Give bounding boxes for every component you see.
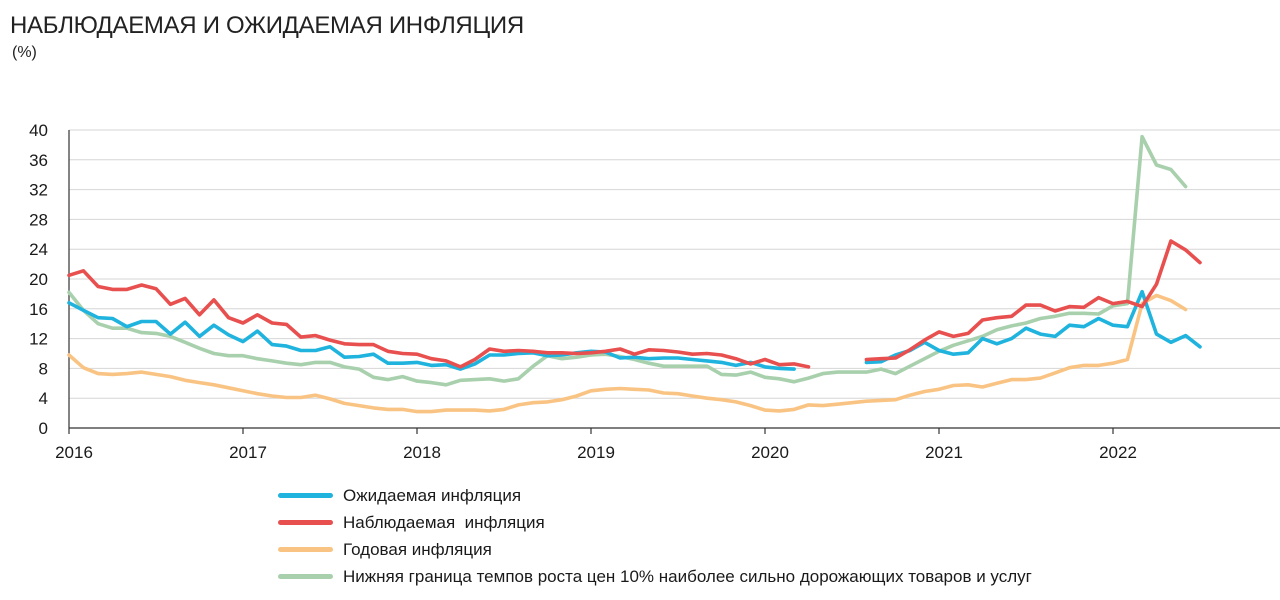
grid-lines <box>69 129 1280 399</box>
y-tick-label: 8 <box>39 359 48 378</box>
chart-title: НАБЛЮДАЕМАЯ И ОЖИДАЕМАЯ ИНФЛЯЦИЯ <box>10 12 524 39</box>
legend-swatch-lower-bound <box>278 574 333 579</box>
legend-item-annual: Годовая инфляция <box>278 536 1032 563</box>
y-tick-label: 0 <box>39 419 48 438</box>
y-tick-label: 12 <box>29 330 48 349</box>
x-tick-label: 2019 <box>577 443 615 462</box>
series-line-1-segment-0 <box>67 269 811 369</box>
y-tick-label: 24 <box>29 240 48 259</box>
x-tick-label: 2021 <box>925 443 963 462</box>
series-line-1-segment-1 <box>864 239 1202 362</box>
x-tick-label: 2018 <box>403 443 441 462</box>
series-line-3-segment-0 <box>67 134 1188 387</box>
y-tick-label: 16 <box>29 300 48 319</box>
series-line-0-segment-1 <box>864 289 1202 365</box>
y-tick-label: 32 <box>29 181 48 200</box>
y-tick-label: 28 <box>29 210 48 229</box>
y-tick-labels: 0 4 8 12 16 20 24 28 32 36 40 <box>29 121 48 438</box>
legend-item-observed: Наблюдаемая инфляция <box>278 509 1032 536</box>
legend-swatch-annual <box>278 547 333 552</box>
legend-label-annual: Годовая инфляция <box>343 539 492 559</box>
y-axis-unit: (%) <box>12 44 37 61</box>
legend: Ожидаемая инфляция Наблюдаемая инфляция … <box>278 482 1032 590</box>
y-tick-label: 36 <box>29 151 48 170</box>
legend-swatch-observed <box>278 520 333 525</box>
legend-label-expected: Ожидаемая инфляция <box>343 485 522 505</box>
legend-item-expected: Ожидаемая инфляция <box>278 482 1032 509</box>
axes <box>68 130 1280 434</box>
x-tick-label: 2020 <box>751 443 789 462</box>
legend-label-lower-bound: Нижняя граница темпов роста цен 10% наиб… <box>343 566 1032 586</box>
legend-swatch-expected <box>278 493 333 498</box>
x-tick-label: 2016 <box>55 443 93 462</box>
y-tick-label: 4 <box>39 389 48 408</box>
x-tick-label: 2017 <box>229 443 267 462</box>
series-lines <box>67 134 1202 414</box>
y-tick-label: 40 <box>29 121 48 140</box>
y-tick-label: 20 <box>29 270 48 289</box>
series-line-2-segment-0 <box>67 293 1188 414</box>
x-tick-labels: 2016 2017 2018 2019 2020 2021 2022 <box>55 443 1137 462</box>
series-line-0-segment-0 <box>67 301 796 371</box>
x-tick-label: 2022 <box>1099 443 1137 462</box>
legend-item-lower-bound: Нижняя граница темпов роста цен 10% наиб… <box>278 563 1032 590</box>
legend-label-observed: Наблюдаемая инфляция <box>343 512 545 532</box>
